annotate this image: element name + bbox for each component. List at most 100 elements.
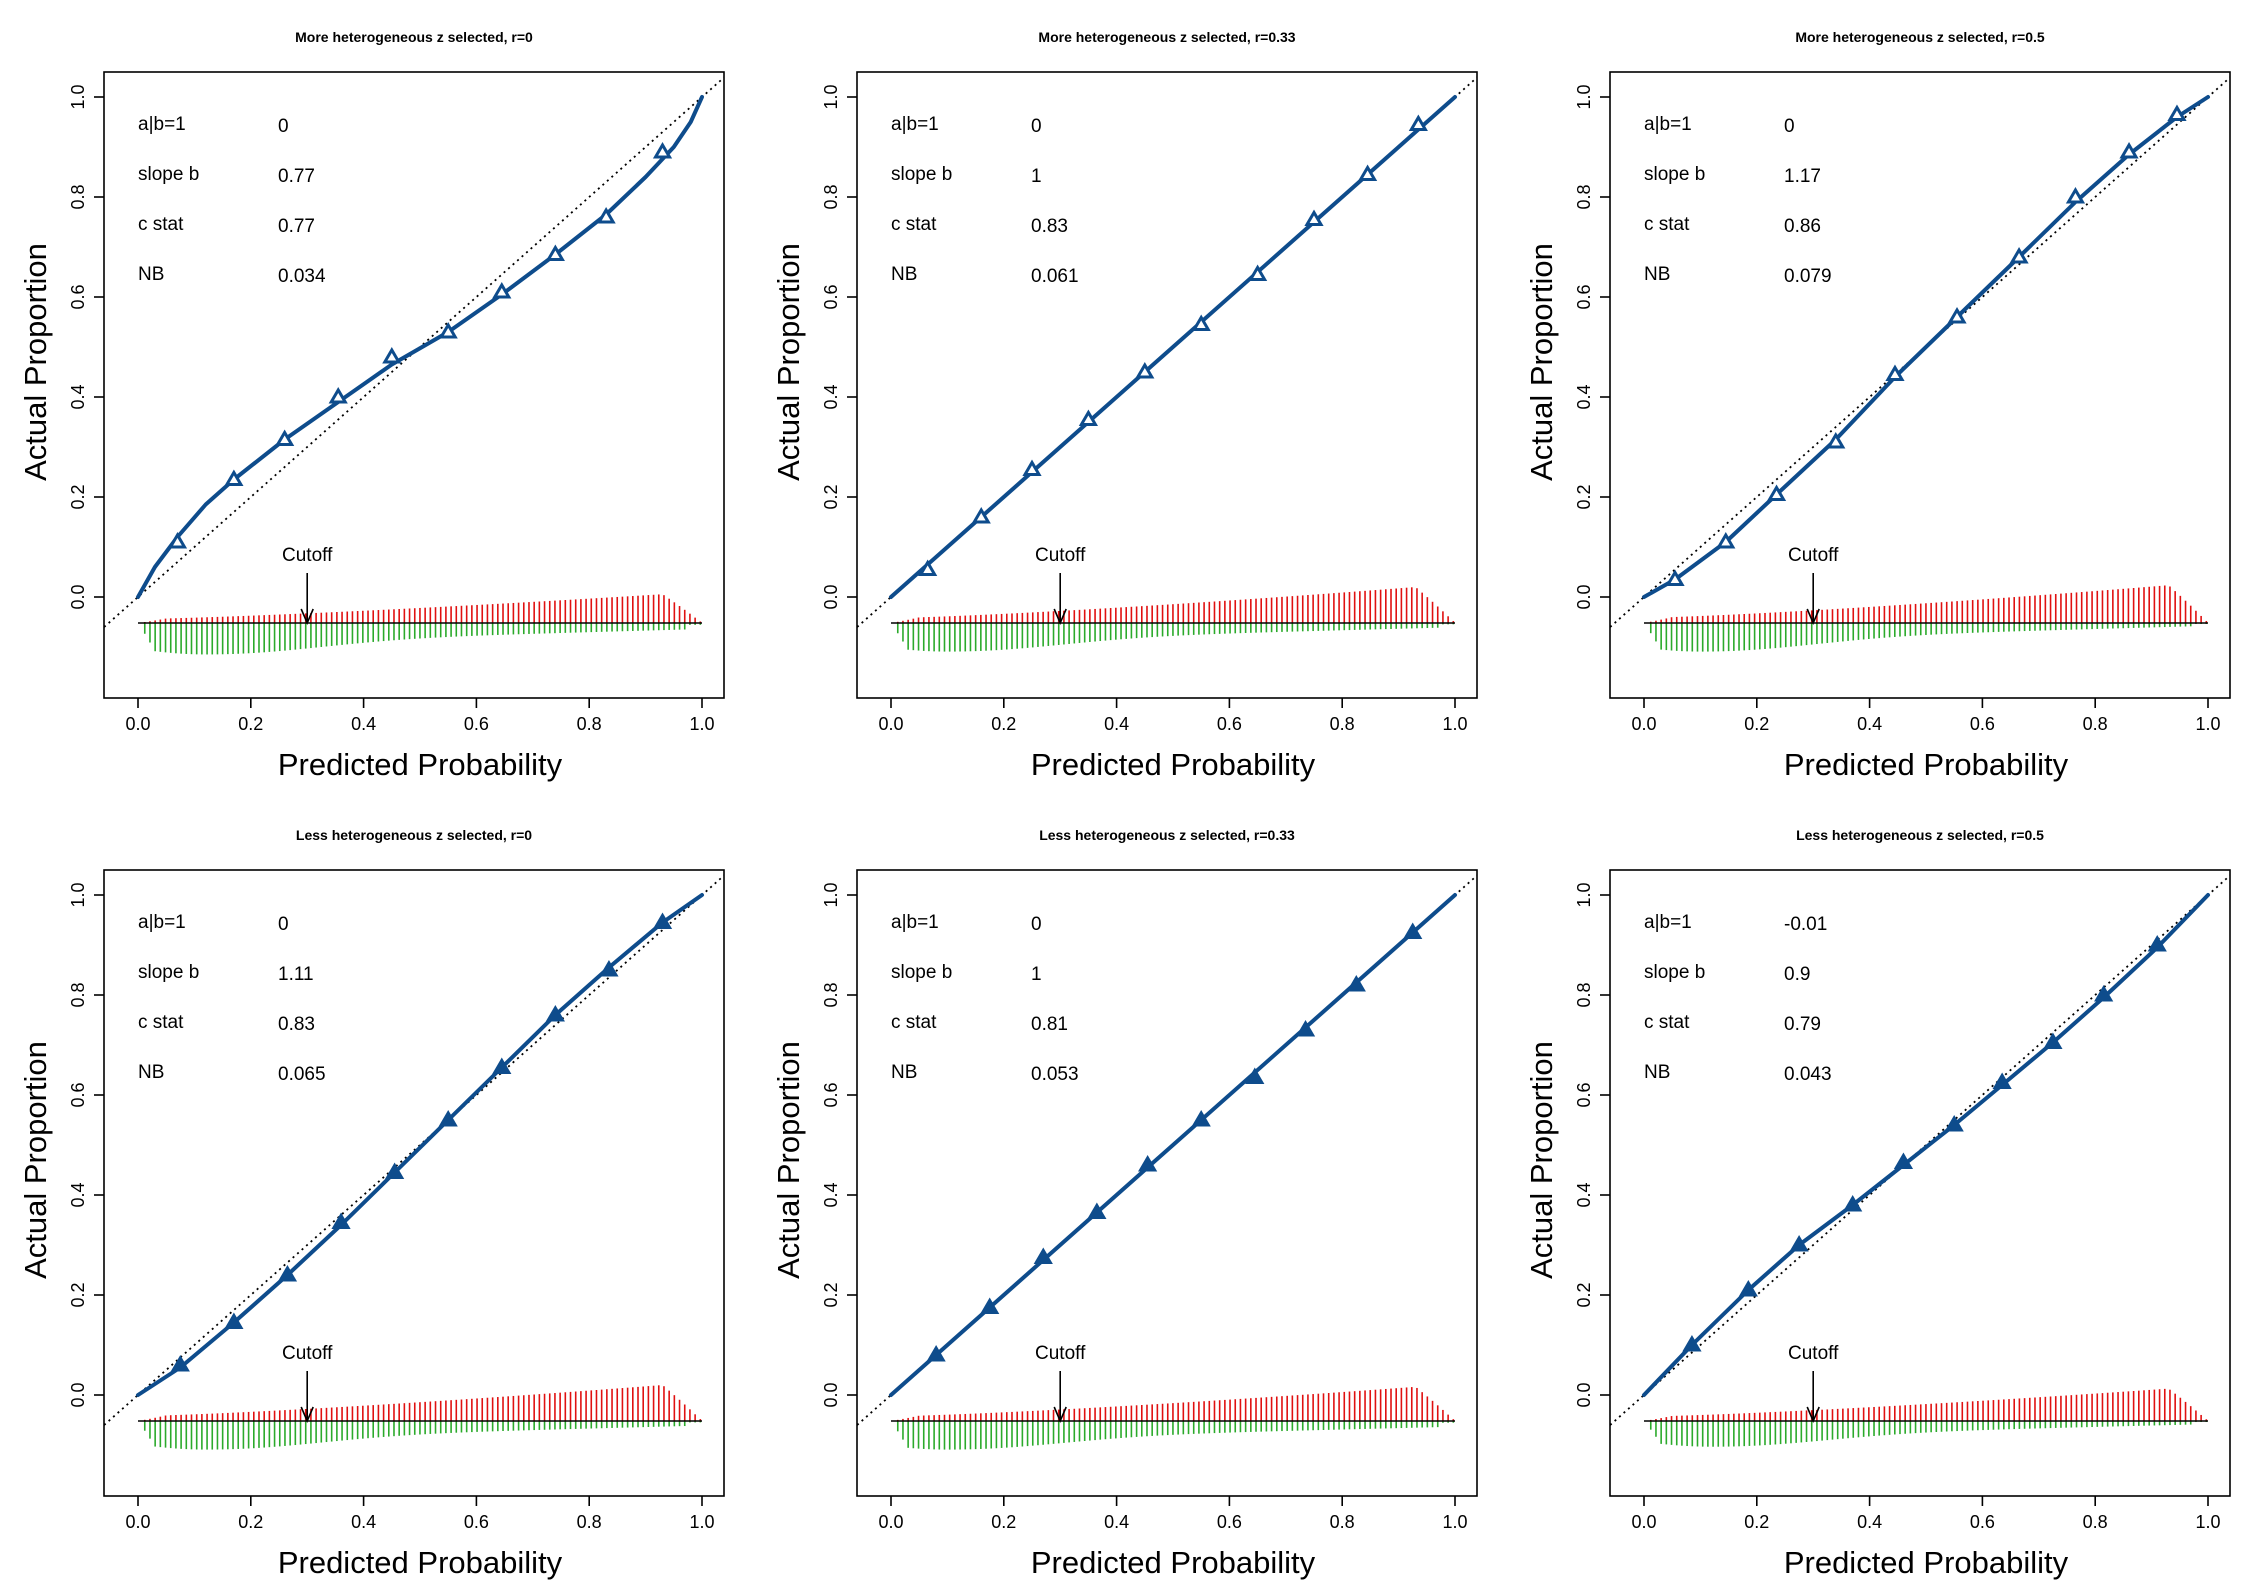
decile-marker — [1403, 922, 1423, 939]
y-tick-label: 0.0 — [68, 1382, 88, 1407]
plot-area — [857, 874, 1477, 1450]
y-axis-title: Actual Proportion — [18, 243, 53, 481]
y-tick-label: 0.4 — [1574, 384, 1594, 409]
decile-marker — [545, 1005, 565, 1022]
decile-marker — [1346, 975, 1366, 992]
calibration-curve — [136, 95, 704, 599]
y-tick-label: 0.2 — [821, 484, 841, 509]
stat-label: c stat — [138, 214, 184, 235]
decile-marker — [275, 429, 295, 446]
decile-marker — [1191, 314, 1211, 331]
decile-marker — [1135, 362, 1155, 379]
x-axis-title: Predicted Probability — [278, 1545, 563, 1580]
x-axis-title: Predicted Probability — [1031, 747, 1316, 782]
stat-label: NB — [891, 264, 917, 285]
x-tick-label: 0.6 — [1217, 1512, 1242, 1532]
plot-frame — [1609, 869, 2231, 1497]
panel-title: Less heterogeneous z selected, r=0.33 — [1039, 827, 1295, 843]
decile-marker — [926, 1345, 946, 1362]
stat-value: 0.77 — [278, 166, 315, 187]
y-tick-label: 0.6 — [1574, 1082, 1594, 1107]
y-tick-label: 1.0 — [1574, 882, 1594, 907]
y-tick-label: 0.2 — [68, 1282, 88, 1307]
plot-frame — [1609, 71, 2231, 699]
x-tick-label: 0.6 — [1217, 714, 1242, 734]
decile-marker — [2009, 247, 2029, 264]
stat-label: slope b — [891, 164, 952, 185]
x-tick-label: 0.6 — [464, 714, 489, 734]
decile-marker — [980, 1297, 1000, 1314]
decile-marker — [1078, 409, 1099, 426]
decile-marker — [277, 1265, 298, 1282]
plot-frame — [103, 869, 725, 1497]
decile-marker — [545, 244, 565, 261]
decile-marker — [1947, 307, 1967, 324]
stat-label: c stat — [1644, 1012, 1690, 1033]
decile-marker — [438, 322, 458, 339]
decile-marker — [1766, 484, 1787, 501]
y-tick-label: 1.0 — [1574, 84, 1594, 109]
panel-title: More heterogeneous z selected, r=0.33 — [1038, 29, 1295, 45]
decile-marker — [971, 507, 991, 524]
plot-area — [104, 874, 724, 1450]
y-axis-title: Actual Proportion — [771, 243, 806, 481]
x-tick-label: 0.8 — [577, 1512, 602, 1532]
x-tick-label: 0.4 — [1104, 1512, 1129, 1532]
stat-value: 0 — [1031, 116, 1042, 137]
x-tick-label: 0.6 — [1970, 1512, 1995, 1532]
stat-label: slope b — [138, 164, 199, 185]
decile-marker — [1033, 1247, 1053, 1264]
y-tick-label: 1.0 — [68, 84, 88, 109]
stat-label: a|b=1 — [138, 114, 186, 135]
x-tick-label: 0.4 — [1104, 714, 1129, 734]
stat-value: 0.079 — [1784, 266, 1832, 287]
stat-label: NB — [138, 1062, 164, 1083]
y-tick-label: 0.8 — [68, 982, 88, 1007]
stat-value: 0.043 — [1784, 1064, 1832, 1085]
decile-marker — [2147, 935, 2167, 952]
stat-label: slope b — [1644, 164, 1705, 185]
x-tick-label: 0.2 — [1744, 1512, 1769, 1532]
y-tick-label: 0.2 — [1574, 1282, 1594, 1307]
stat-value: 1.17 — [1784, 166, 1821, 187]
y-tick-label: 0.4 — [821, 384, 841, 409]
x-tick-label: 0.2 — [238, 714, 263, 734]
decile-marker — [438, 1110, 458, 1127]
decile-marker — [1682, 1335, 1702, 1352]
y-tick-label: 0.8 — [1574, 982, 1594, 1007]
decile-marker — [385, 1162, 405, 1179]
x-axis-title: Predicted Probability — [1031, 1545, 1316, 1580]
decile-marker — [331, 1212, 351, 1229]
x-tick-label: 1.0 — [2195, 1512, 2220, 1532]
stat-label: NB — [1644, 264, 1670, 285]
x-tick-label: 0.6 — [1970, 714, 1995, 734]
plot-frame — [103, 71, 725, 699]
x-tick-label: 0.0 — [125, 714, 150, 734]
panel-title: More heterogeneous z selected, r=0 — [295, 29, 533, 45]
plot-area — [104, 76, 724, 655]
stat-value: 0 — [1031, 914, 1042, 935]
stat-value: 0.83 — [1031, 216, 1068, 237]
y-tick-label: 0.4 — [1574, 1182, 1594, 1207]
decile-marker — [596, 207, 616, 224]
x-tick-label: 0.8 — [577, 714, 602, 734]
stat-label: c stat — [138, 1012, 184, 1033]
cutoff-label: Cutoff — [282, 545, 333, 566]
decile-marker — [1738, 1280, 1758, 1297]
decile-marker — [1992, 1072, 2012, 1089]
stat-label: a|b=1 — [891, 912, 939, 933]
x-tick-label: 0.2 — [991, 1512, 1016, 1532]
stat-value: 1.11 — [278, 964, 314, 985]
stat-label: c stat — [891, 1012, 937, 1033]
x-tick-label: 0.8 — [2083, 1512, 2108, 1532]
stat-value: 1 — [1031, 964, 1042, 985]
plot-area — [1610, 76, 2230, 652]
x-tick-label: 1.0 — [689, 1512, 714, 1532]
decile-marker — [1245, 1067, 1265, 1084]
x-tick-label: 0.2 — [238, 1512, 263, 1532]
x-axis-title: Predicted Probability — [1784, 1545, 2069, 1580]
stat-value: 0.061 — [1031, 266, 1079, 287]
y-tick-label: 0.0 — [1574, 584, 1594, 609]
y-tick-label: 0.0 — [68, 584, 88, 609]
